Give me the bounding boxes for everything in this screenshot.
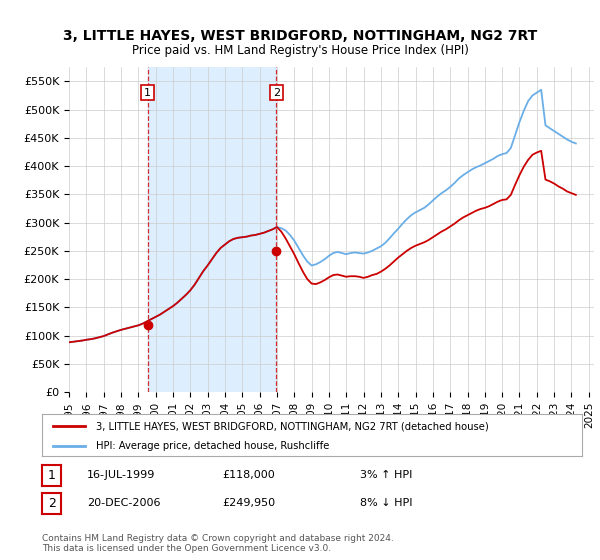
Text: 3, LITTLE HAYES, WEST BRIDGFORD, NOTTINGHAM, NG2 7RT: 3, LITTLE HAYES, WEST BRIDGFORD, NOTTING… xyxy=(63,29,537,44)
Text: £118,000: £118,000 xyxy=(222,470,275,480)
Text: £249,950: £249,950 xyxy=(222,498,275,508)
Text: HPI: Average price, detached house, Rushcliffe: HPI: Average price, detached house, Rush… xyxy=(96,441,329,451)
Text: 20-DEC-2006: 20-DEC-2006 xyxy=(87,498,161,508)
Text: 3, LITTLE HAYES, WEST BRIDGFORD, NOTTINGHAM, NG2 7RT (detached house): 3, LITTLE HAYES, WEST BRIDGFORD, NOTTING… xyxy=(96,421,489,431)
Text: 1: 1 xyxy=(144,87,151,97)
Text: 8% ↓ HPI: 8% ↓ HPI xyxy=(360,498,413,508)
Bar xyxy=(148,67,277,392)
Text: 3% ↑ HPI: 3% ↑ HPI xyxy=(360,470,412,480)
Text: 1: 1 xyxy=(47,469,56,482)
Text: 16-JUL-1999: 16-JUL-1999 xyxy=(87,470,155,480)
Text: Contains HM Land Registry data © Crown copyright and database right 2024.
This d: Contains HM Land Registry data © Crown c… xyxy=(42,534,394,553)
Text: 2: 2 xyxy=(47,497,56,510)
Text: Price paid vs. HM Land Registry's House Price Index (HPI): Price paid vs. HM Land Registry's House … xyxy=(131,44,469,57)
Text: 2: 2 xyxy=(273,87,280,97)
